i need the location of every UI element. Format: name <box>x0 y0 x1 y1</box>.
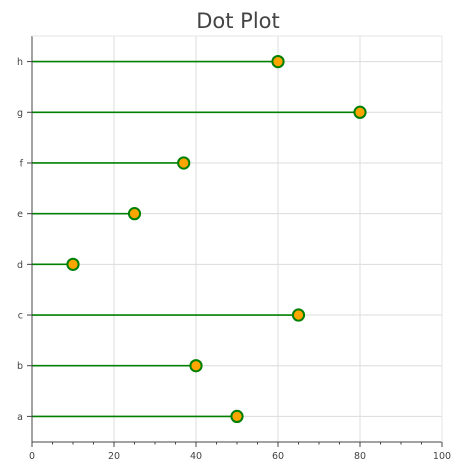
y-tick-label-h: h <box>17 57 23 68</box>
stem-lines <box>32 60 360 418</box>
dot-f <box>177 156 191 170</box>
axes: 0 20 40 60 80 100 a b c d e f g h <box>17 35 451 462</box>
y-tick-label-g: g <box>17 108 23 119</box>
x-tick-label-80: 80 <box>354 451 366 462</box>
y-tick-label-d: d <box>17 260 23 271</box>
markers <box>66 55 367 423</box>
plot-area <box>32 36 442 442</box>
y-tick-label-c: c <box>18 311 23 322</box>
dot-h <box>271 55 285 69</box>
y-tick-label-b: b <box>17 361 23 372</box>
y-tick-label-e: e <box>17 209 23 220</box>
dot-a <box>230 409 244 423</box>
x-tick-label-60: 60 <box>272 451 284 462</box>
dot-d <box>66 257 80 271</box>
x-tick-label-0: 0 <box>29 451 35 462</box>
dot-c <box>291 308 306 322</box>
x-tick-label-40: 40 <box>190 451 202 462</box>
dot-g <box>353 105 367 119</box>
dot-b <box>189 359 203 373</box>
y-tick-label-f: f <box>20 158 24 169</box>
chart-title: Dot Plot <box>196 9 280 33</box>
dot-e <box>127 207 142 221</box>
x-tick-label-100: 100 <box>433 451 451 462</box>
x-tick-label-20: 20 <box>108 451 120 462</box>
y-tick-label-a: a <box>17 412 23 423</box>
